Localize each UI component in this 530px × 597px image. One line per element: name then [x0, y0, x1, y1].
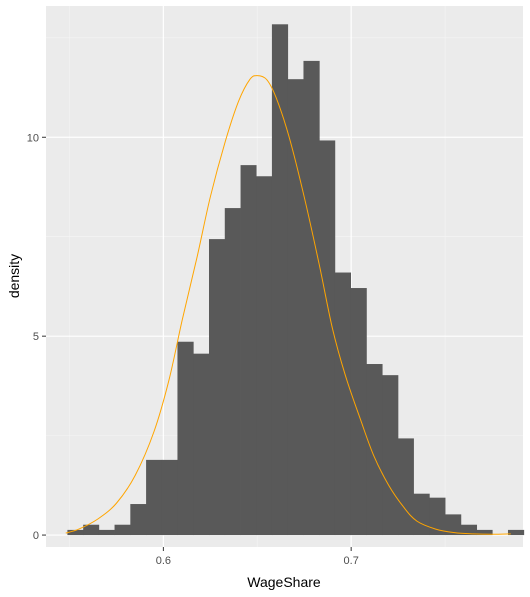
histogram-bar-26: [460, 524, 478, 536]
histogram-bar-20: [366, 364, 383, 536]
histogram-bar-25: [445, 514, 462, 536]
histogram-bar-18: [334, 272, 352, 536]
y-axis-title: density: [6, 254, 22, 298]
histogram-bar-17: [319, 140, 336, 536]
histogram-bars: [67, 24, 525, 536]
histogram-bar-16: [303, 60, 320, 536]
histogram-bar-6: [146, 459, 163, 536]
y-tick-label: 5: [33, 331, 39, 343]
histogram-bar-7: [161, 459, 178, 536]
histogram-bar-3: [98, 529, 115, 536]
y-axis: 0 5 10: [27, 132, 46, 542]
histogram-bar-14: [271, 24, 289, 536]
x-tick-label: 0.6: [156, 555, 171, 567]
x-axis-title: WageShare: [247, 574, 321, 590]
histogram-bar-24: [429, 497, 446, 536]
histogram-bar-15: [287, 79, 304, 536]
histogram-bar-2: [83, 524, 100, 536]
y-tick-label: 10: [27, 132, 39, 144]
x-tick-label: 0.7: [344, 555, 359, 567]
histogram-bar-29: [507, 529, 525, 536]
histogram-bar-13: [256, 176, 273, 536]
histogram-bar-22: [397, 438, 414, 536]
histogram-bar-5: [130, 504, 147, 536]
histogram-bar-12: [240, 165, 257, 536]
histogram-bar-10: [209, 239, 226, 536]
histogram-bar-27: [476, 529, 493, 536]
y-tick-label: 0: [33, 530, 39, 542]
histogram-bar-9: [193, 353, 210, 536]
histogram-bar-8: [177, 341, 194, 536]
x-axis: 0.6 0.7: [156, 547, 359, 567]
histogram-bar-11: [224, 208, 241, 536]
histogram-bar-19: [350, 288, 367, 536]
density-curve: [65, 75, 511, 535]
histogram-bar-23: [413, 493, 430, 536]
histogram-bar-21: [382, 375, 399, 536]
histogram-bar-4: [114, 524, 131, 536]
histogram-bar-1: [67, 529, 84, 536]
density-curve-layer: [65, 75, 511, 535]
